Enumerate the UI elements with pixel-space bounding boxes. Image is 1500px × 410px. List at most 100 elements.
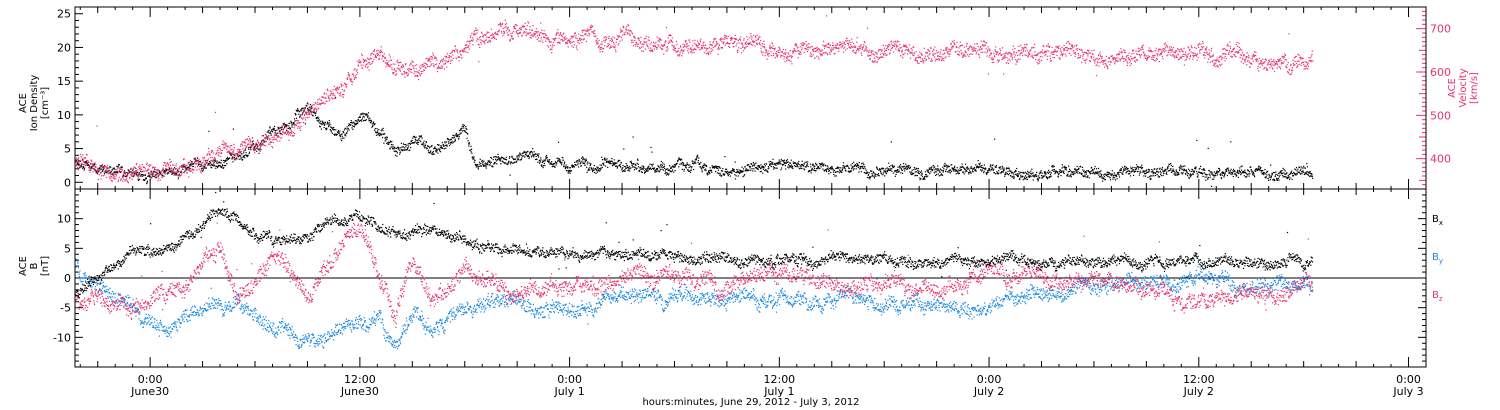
ion-density-point	[861, 163, 863, 165]
velocity-point	[332, 94, 334, 96]
ion-density-point	[296, 110, 298, 112]
ion-density-point	[219, 162, 221, 164]
ion-density-point	[413, 135, 416, 137]
ion-density-point	[1084, 172, 1086, 174]
ion-density-point	[984, 167, 986, 170]
ion-density-point	[893, 166, 895, 168]
velocity-point	[175, 165, 177, 167]
velocity-point	[411, 71, 413, 73]
ion-density-point	[851, 163, 853, 165]
ion-density-point	[1193, 170, 1195, 172]
ion-density-point	[1151, 171, 1154, 173]
ion-density-point	[481, 160, 483, 162]
ion-density-point	[221, 166, 223, 168]
ion-density-point	[1019, 178, 1021, 181]
ion-density-point	[1111, 173, 1113, 175]
ion-density-point	[671, 167, 673, 169]
ion-density-point	[236, 152, 238, 155]
ion-density-point	[504, 158, 506, 160]
ion-density-point	[224, 164, 227, 167]
ion-density-point	[631, 163, 633, 165]
ion-density-point	[533, 156, 535, 158]
ion-density-point	[1125, 167, 1127, 170]
ion-density-point	[552, 165, 554, 167]
ion-density-point	[1023, 171, 1025, 174]
ion-density-point	[892, 165, 894, 167]
ion-density-point	[652, 167, 654, 170]
ion-density-point	[202, 170, 204, 172]
ion-density-point	[883, 171, 885, 173]
velocity-point	[355, 77, 357, 79]
ion-density-point	[1186, 171, 1188, 173]
velocity-point	[80, 159, 82, 161]
ion-density-point	[370, 121, 373, 123]
ion-density-point	[595, 172, 597, 174]
ion-density-point	[952, 167, 955, 169]
ion-density-point	[346, 132, 348, 134]
ion-density-point	[1027, 170, 1029, 172]
ion-density-point	[532, 148, 534, 150]
ion-density-point	[1231, 174, 1233, 176]
ion-density-point	[659, 169, 661, 171]
velocity-point	[460, 53, 462, 55]
velocity-point	[484, 34, 486, 36]
velocity-point	[388, 64, 390, 66]
ion-density-point	[146, 180, 148, 182]
ion-density-point	[707, 172, 709, 174]
ion-density-point	[232, 161, 234, 163]
ion-density-point	[1241, 172, 1243, 174]
velocity-point	[91, 162, 93, 165]
velocity-point	[390, 64, 392, 66]
ion-density-point	[376, 128, 378, 130]
ion-density-point	[678, 166, 680, 168]
velocity-point	[79, 160, 81, 163]
velocity-point	[108, 172, 110, 174]
ion-density-point	[140, 171, 142, 173]
velocity-point	[432, 54, 434, 56]
ion-density-point	[1080, 172, 1082, 174]
velocity-point	[378, 58, 380, 60]
ion-density-point	[841, 168, 843, 170]
ion-density-point	[1263, 174, 1265, 176]
ion-density-point	[528, 157, 530, 160]
velocity-point	[412, 66, 415, 68]
ion-density-point	[1294, 168, 1296, 170]
ion-density-point	[646, 170, 648, 172]
ion-density-point	[970, 171, 972, 173]
velocity-point	[115, 173, 117, 175]
velocity-point	[233, 149, 235, 151]
ion-density-point	[1130, 166, 1132, 168]
velocity-point	[261, 144, 263, 146]
velocity-point	[281, 133, 284, 136]
ion-density-point	[600, 167, 602, 169]
velocity-point	[223, 146, 225, 148]
ion-density-point	[822, 164, 825, 166]
ion-density-point	[1099, 171, 1101, 173]
ion-density-point	[444, 142, 446, 144]
ion-density-point	[566, 166, 568, 168]
velocity-point	[315, 110, 318, 112]
ion-density-point	[910, 173, 912, 175]
ion-density-point	[500, 158, 502, 160]
ion-density-point	[949, 169, 951, 171]
ion-density-point	[677, 158, 680, 160]
velocity-point	[83, 157, 86, 159]
ion-density-point	[1051, 166, 1054, 168]
ion-density-point	[269, 127, 271, 129]
ion-density-point	[1032, 172, 1034, 174]
ion-density-point	[1085, 176, 1087, 178]
ion-density-point	[1077, 168, 1079, 170]
ion-density-point	[329, 122, 331, 124]
velocity-point	[140, 168, 142, 170]
ion-density-point	[1021, 172, 1023, 174]
ion-density-point	[568, 167, 570, 169]
ion-density-point	[308, 106, 310, 108]
ion-density-point	[827, 168, 829, 170]
velocity-point	[364, 65, 366, 68]
ion-density-point	[1236, 170, 1238, 173]
ion-density-point	[540, 159, 542, 161]
ion-density-point	[819, 164, 821, 166]
velocity-point	[523, 31, 525, 33]
velocity-point	[380, 49, 382, 51]
ion-density-point	[1071, 171, 1073, 173]
